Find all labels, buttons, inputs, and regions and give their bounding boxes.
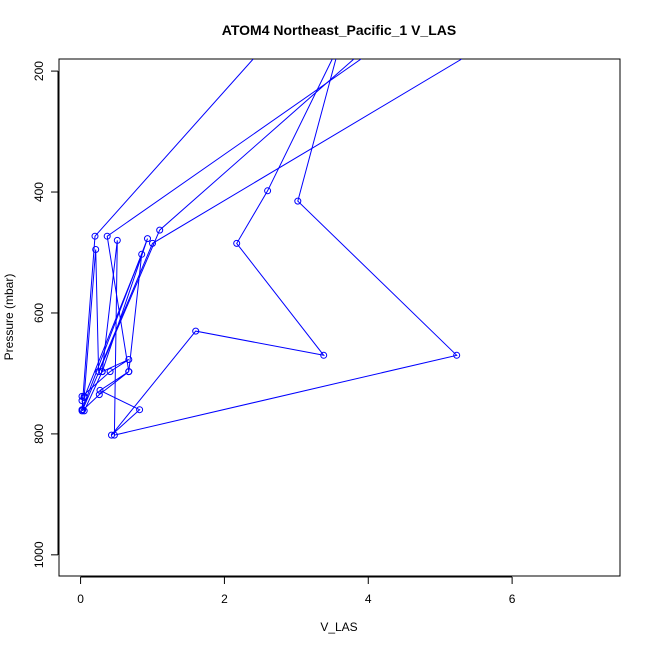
y-axis-label: Pressure (mbar) bbox=[2, 274, 16, 361]
y-tick-label: 400 bbox=[32, 182, 46, 202]
series-6 bbox=[79, 59, 355, 414]
series-line bbox=[81, 59, 458, 436]
data-point bbox=[110, 431, 118, 439]
y-axis: 200 400 600 800 1000 bbox=[32, 61, 59, 568]
series-line bbox=[83, 59, 362, 398]
data-point bbox=[106, 368, 114, 376]
y-tick-label: 1000 bbox=[32, 541, 46, 568]
data-point bbox=[264, 187, 272, 195]
data-point bbox=[233, 239, 241, 247]
data-point bbox=[453, 351, 461, 359]
data-point bbox=[125, 356, 133, 363]
series-line bbox=[82, 59, 355, 410]
data-point bbox=[192, 327, 200, 335]
y-tick-label: 800 bbox=[32, 424, 46, 444]
series-2 bbox=[78, 59, 461, 439]
x-axis-label: V_LAS bbox=[320, 620, 357, 634]
data-point bbox=[103, 232, 111, 240]
data-point bbox=[320, 351, 328, 359]
x-tick-label: 4 bbox=[365, 592, 372, 606]
data-point bbox=[92, 246, 100, 253]
x-axis: 0 2 4 6 bbox=[77, 576, 516, 606]
y-tick-label: 200 bbox=[32, 61, 46, 81]
data-point bbox=[95, 368, 103, 376]
series-line bbox=[81, 59, 254, 410]
data-point bbox=[91, 232, 99, 240]
data-point bbox=[156, 226, 164, 234]
series-layer bbox=[78, 59, 463, 439]
series-line bbox=[81, 59, 333, 436]
data-point bbox=[125, 368, 133, 376]
x-tick-label: 6 bbox=[509, 592, 516, 606]
data-point bbox=[80, 392, 88, 400]
data-point bbox=[95, 391, 103, 399]
data-point bbox=[79, 406, 87, 414]
plot-frame bbox=[58, 58, 621, 577]
series-5 bbox=[80, 59, 463, 400]
y-tick-label: 600 bbox=[32, 303, 46, 323]
data-point bbox=[96, 386, 104, 394]
data-point bbox=[138, 250, 146, 258]
data-point bbox=[294, 197, 302, 205]
data-point bbox=[136, 406, 144, 414]
x-tick-label: 2 bbox=[221, 592, 228, 606]
x-tick-label: 0 bbox=[77, 592, 84, 606]
chart-title: ATOM4 Northeast_Pacific_1 V_LAS bbox=[222, 22, 456, 38]
data-point bbox=[113, 236, 121, 244]
data-point bbox=[144, 235, 151, 243]
